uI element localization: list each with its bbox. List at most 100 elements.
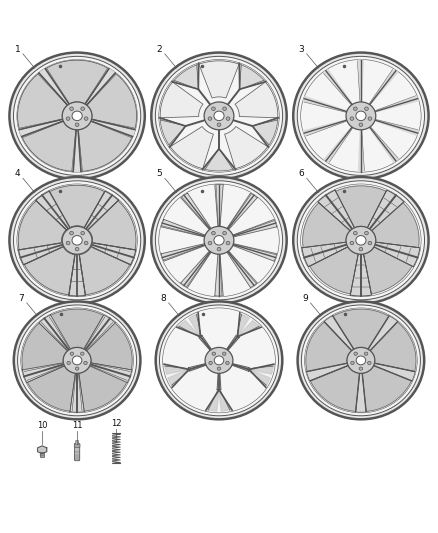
Ellipse shape (354, 352, 357, 356)
Polygon shape (249, 365, 273, 374)
Polygon shape (22, 323, 67, 370)
Polygon shape (219, 390, 231, 411)
Polygon shape (78, 121, 132, 172)
Text: 9: 9 (302, 294, 308, 303)
Polygon shape (19, 119, 63, 136)
Polygon shape (356, 373, 366, 412)
Polygon shape (310, 247, 358, 294)
Polygon shape (235, 82, 278, 118)
Polygon shape (188, 364, 206, 371)
Text: 4: 4 (15, 169, 20, 179)
Polygon shape (70, 373, 85, 412)
Polygon shape (49, 185, 105, 228)
Polygon shape (39, 315, 71, 351)
Ellipse shape (208, 117, 212, 120)
Ellipse shape (151, 177, 287, 304)
Ellipse shape (84, 361, 87, 365)
Ellipse shape (75, 123, 79, 126)
Ellipse shape (350, 117, 354, 120)
Polygon shape (161, 220, 205, 237)
Ellipse shape (356, 236, 366, 245)
Ellipse shape (293, 177, 428, 304)
Polygon shape (160, 118, 186, 147)
Ellipse shape (81, 352, 84, 356)
Polygon shape (304, 96, 347, 112)
Ellipse shape (14, 56, 141, 175)
Ellipse shape (70, 352, 74, 356)
Text: 3: 3 (298, 45, 304, 54)
Polygon shape (79, 366, 127, 411)
Polygon shape (372, 203, 419, 248)
Ellipse shape (350, 241, 354, 245)
Ellipse shape (353, 107, 357, 110)
Polygon shape (307, 363, 348, 381)
Polygon shape (370, 322, 416, 372)
Polygon shape (364, 247, 412, 294)
Ellipse shape (226, 361, 229, 365)
Ellipse shape (351, 361, 354, 365)
Polygon shape (39, 69, 69, 105)
Polygon shape (73, 130, 81, 172)
Polygon shape (333, 309, 389, 349)
Polygon shape (303, 203, 350, 248)
Ellipse shape (368, 241, 372, 245)
Ellipse shape (297, 302, 424, 419)
Ellipse shape (214, 356, 224, 365)
Ellipse shape (84, 241, 88, 245)
Ellipse shape (159, 305, 279, 416)
Polygon shape (27, 366, 75, 411)
Ellipse shape (75, 247, 79, 251)
Polygon shape (350, 253, 371, 296)
Polygon shape (367, 190, 404, 231)
Polygon shape (173, 64, 199, 89)
Polygon shape (91, 119, 135, 136)
Polygon shape (207, 390, 219, 411)
Polygon shape (22, 363, 64, 383)
Polygon shape (51, 309, 103, 349)
Ellipse shape (66, 117, 70, 120)
Ellipse shape (18, 305, 137, 416)
Ellipse shape (356, 356, 366, 365)
Ellipse shape (293, 53, 428, 179)
FancyBboxPatch shape (40, 451, 44, 457)
Polygon shape (87, 323, 132, 370)
Ellipse shape (155, 56, 283, 175)
Polygon shape (237, 320, 260, 336)
Polygon shape (85, 69, 115, 105)
Text: 11: 11 (72, 421, 82, 430)
Polygon shape (165, 365, 189, 374)
Polygon shape (324, 69, 353, 105)
Ellipse shape (359, 247, 363, 251)
Polygon shape (79, 247, 130, 295)
Ellipse shape (347, 348, 375, 373)
Text: 6: 6 (298, 169, 304, 179)
Polygon shape (87, 73, 137, 130)
Text: 12: 12 (111, 419, 122, 428)
Ellipse shape (346, 227, 376, 254)
Ellipse shape (367, 361, 371, 365)
Ellipse shape (62, 227, 92, 254)
Polygon shape (203, 149, 235, 171)
Ellipse shape (72, 356, 82, 365)
Polygon shape (160, 82, 203, 118)
Polygon shape (375, 119, 418, 135)
Polygon shape (18, 73, 67, 130)
Ellipse shape (226, 241, 230, 245)
Ellipse shape (205, 348, 233, 373)
Ellipse shape (214, 111, 224, 120)
Polygon shape (181, 193, 211, 230)
Polygon shape (237, 314, 249, 336)
Polygon shape (84, 191, 119, 230)
Ellipse shape (151, 53, 287, 179)
Polygon shape (215, 184, 223, 227)
Ellipse shape (297, 181, 424, 300)
Text: 2: 2 (157, 45, 162, 54)
Ellipse shape (81, 107, 85, 110)
Ellipse shape (301, 305, 420, 416)
FancyBboxPatch shape (74, 443, 80, 447)
Polygon shape (232, 364, 250, 371)
Ellipse shape (217, 367, 221, 370)
Text: 10: 10 (37, 421, 47, 430)
Ellipse shape (223, 352, 226, 356)
Ellipse shape (66, 241, 70, 245)
